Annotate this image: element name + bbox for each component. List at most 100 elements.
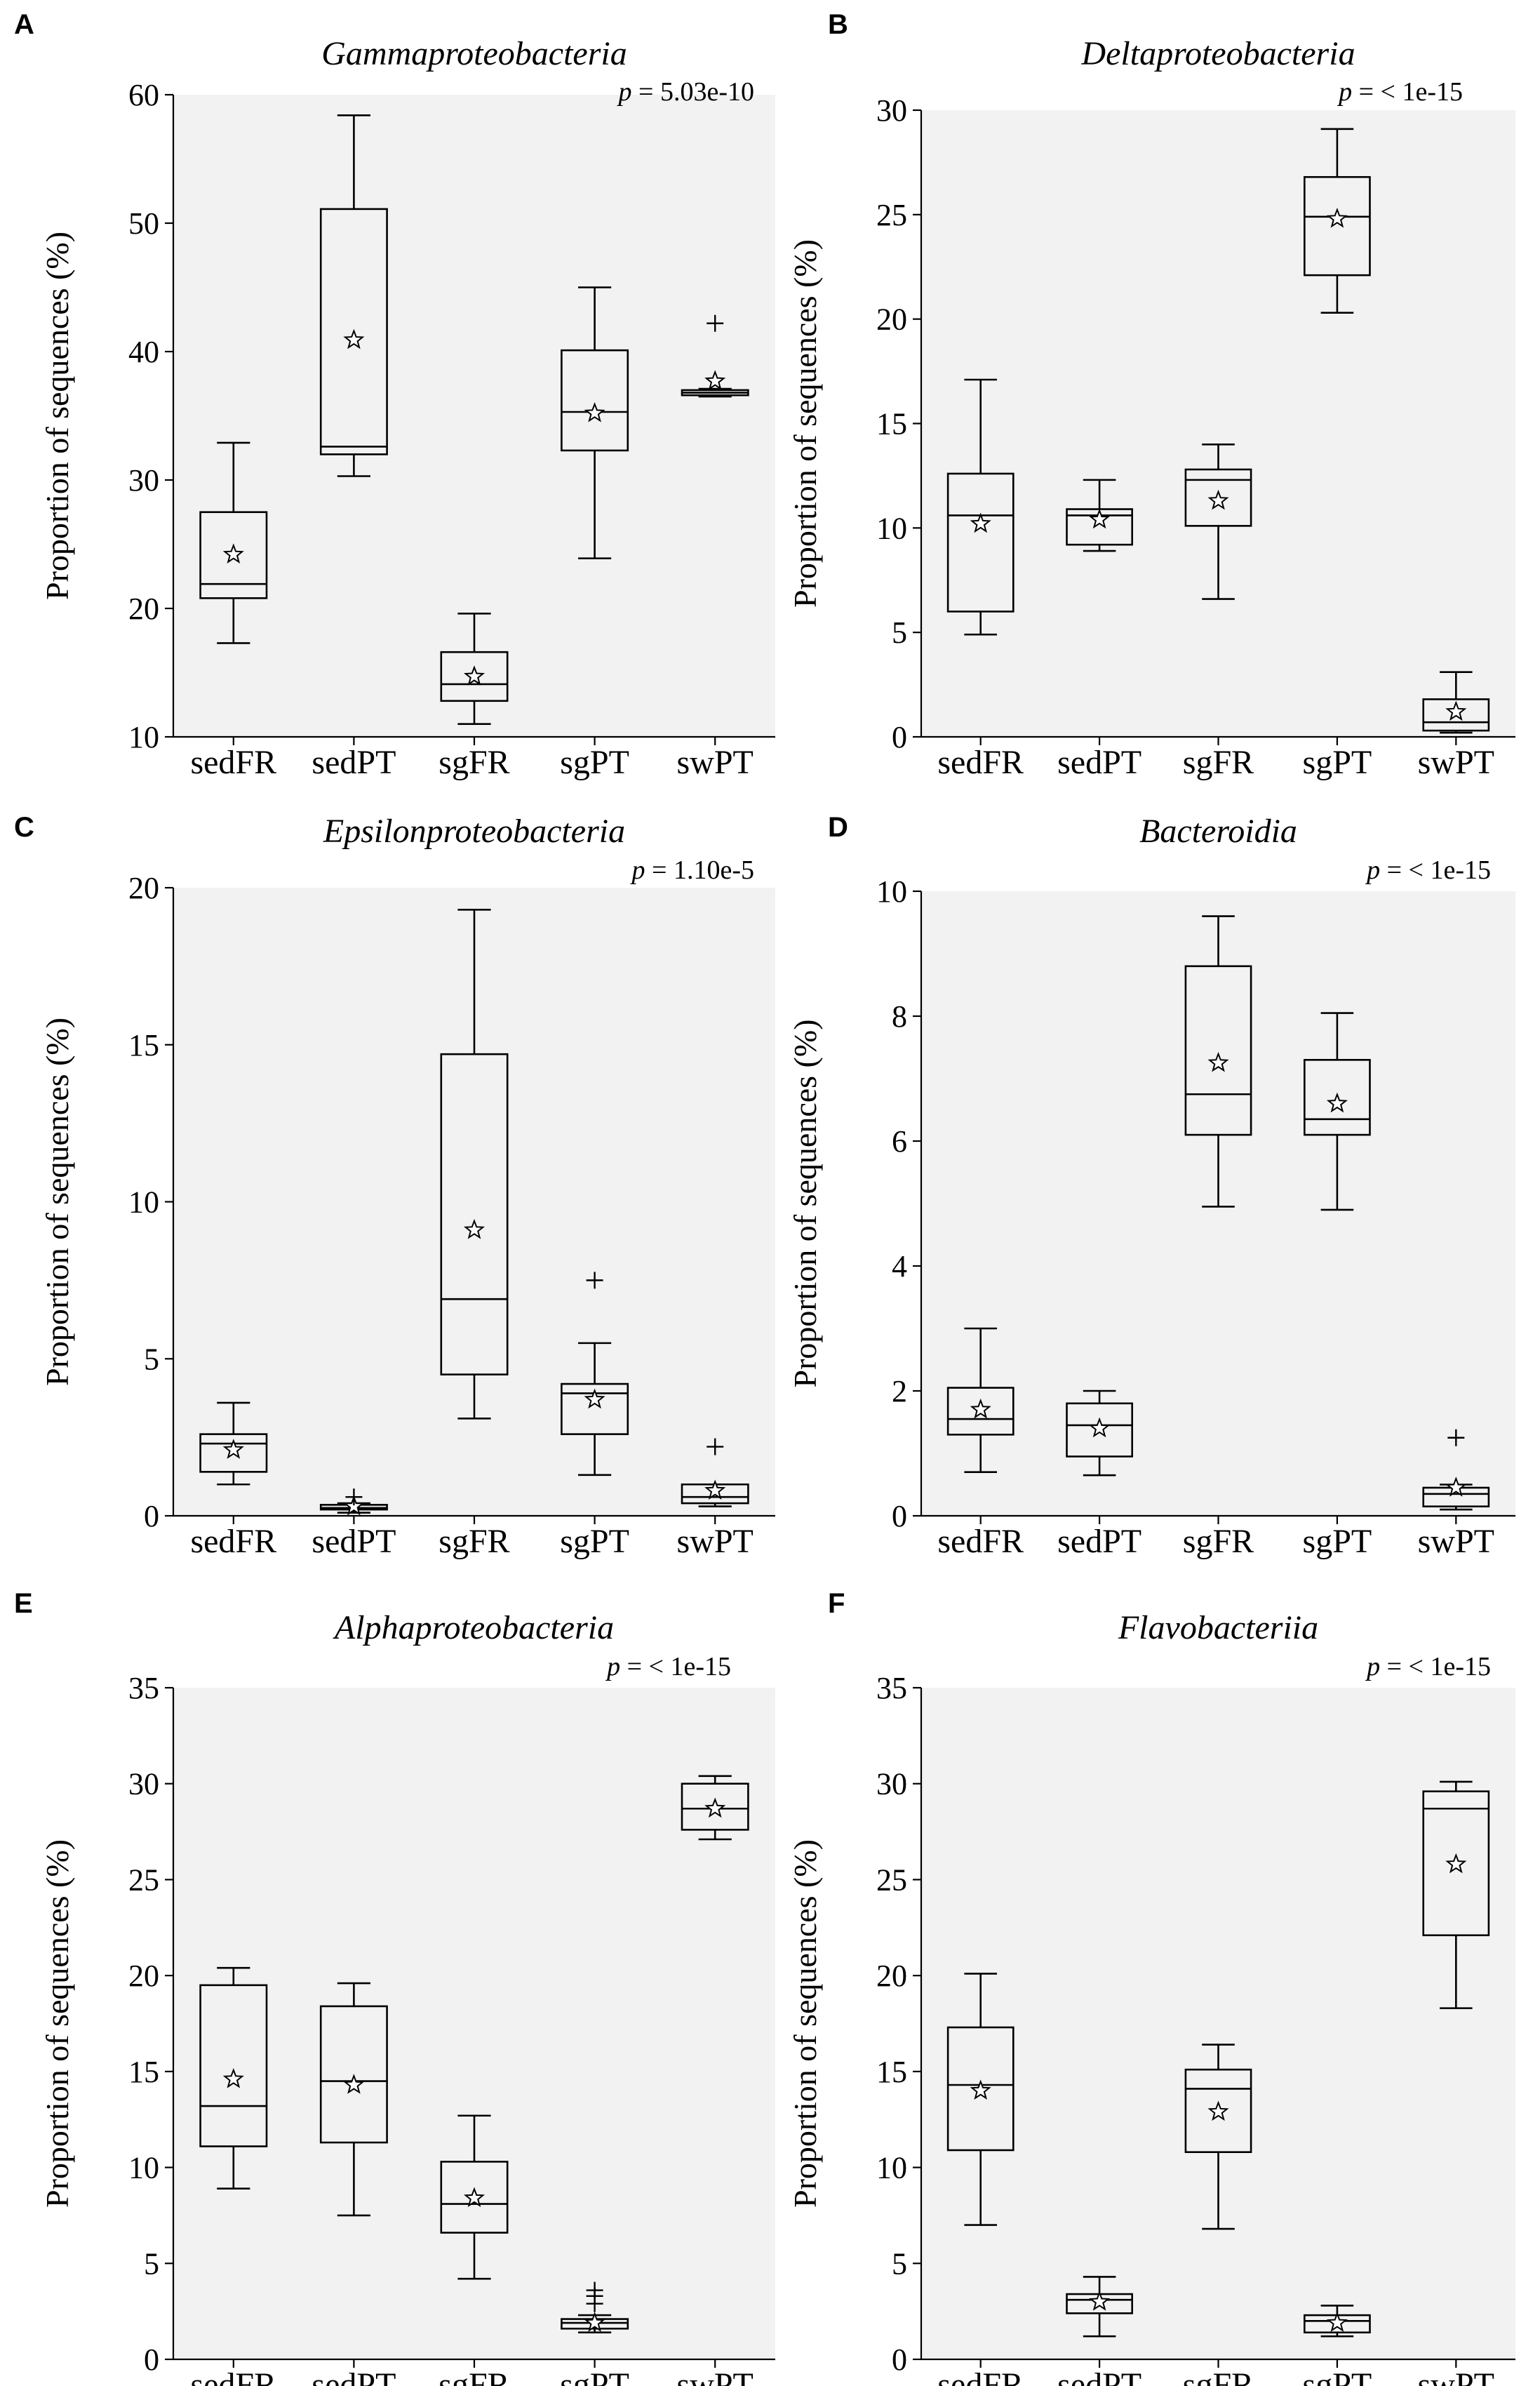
y-tick-label: 5 — [892, 2246, 907, 2281]
box-sgPT — [561, 286, 629, 559]
mean-marker — [343, 1495, 365, 1516]
y-tick-label: 10 — [128, 720, 159, 754]
box-iqr — [440, 1053, 509, 1375]
box-iqr — [561, 349, 629, 452]
x-tick-label: sgPT — [560, 2366, 629, 2386]
box-sgFR — [440, 909, 509, 1420]
box-sedPT — [319, 1488, 388, 1516]
chart-title: Deltaproteobacteria — [1080, 35, 1355, 72]
outlier-marker — [586, 1272, 603, 1289]
y-tick-label: 20 — [876, 302, 907, 337]
p-value-label: p = < 1e-15 — [1337, 77, 1463, 107]
y-tick-label: 0 — [144, 2342, 159, 2377]
plot-area — [921, 1688, 1515, 2359]
y-tick-label: 25 — [876, 198, 907, 232]
mean-marker — [584, 2312, 605, 2332]
panel-e: E Alphaproteobacteria p = < 1e-15 Proportio… — [14, 1588, 775, 2386]
mean-marker — [970, 1398, 991, 1419]
y-tick-label: 8 — [892, 999, 907, 1034]
box-sedPT — [1066, 479, 1133, 552]
x-tick-label: sedPT — [312, 744, 396, 781]
y-tick-label: 10 — [876, 874, 907, 909]
box-sedPT — [319, 114, 388, 477]
box-sgFR — [1184, 2044, 1252, 2230]
y-tick-label: 20 — [128, 871, 159, 905]
box-sedPT — [1066, 1389, 1133, 1477]
chart-title: Flavobacteriia — [1118, 1609, 1318, 1646]
x-tick-label: sgFR — [438, 1523, 509, 1560]
x-tick-label: swPT — [677, 744, 754, 781]
y-tick-label: 10 — [128, 1185, 159, 1220]
y-tick-label: 0 — [892, 720, 907, 754]
x-tick-label: sedFR — [190, 1523, 276, 1560]
y-tick-label: 20 — [128, 1959, 159, 1993]
box-sedFR — [199, 1966, 268, 2190]
mean-marker — [704, 1479, 726, 1500]
y-tick-label: 5 — [144, 2246, 159, 2281]
box-sedPT — [1066, 2276, 1133, 2338]
plot-area — [921, 110, 1515, 737]
box-swPT — [681, 314, 749, 398]
box-sedFR — [946, 1973, 1015, 2226]
box-iqr — [946, 1387, 1015, 1436]
box-sgFR — [440, 613, 509, 725]
panel-letter: E — [14, 1588, 33, 1619]
mean-marker — [222, 1439, 244, 1459]
mean-marker — [1207, 2100, 1229, 2121]
panel-f: F Flavobacteriia p = < 1e-15 Proportion of … — [787, 1588, 1515, 2386]
panel-letter: F — [828, 1588, 845, 1619]
y-tick-label: 30 — [876, 93, 907, 128]
p-value-label: p = < 1e-15 — [1365, 1652, 1491, 1681]
box-iqr — [199, 511, 268, 599]
x-tick-label: sedPT — [1057, 744, 1141, 781]
y-axis-label: Proportion of sequences (%) — [787, 1019, 823, 1387]
box-iqr — [440, 2161, 509, 2234]
mean-marker — [1089, 1417, 1111, 1438]
chart-title: Bacteroidia — [1139, 813, 1297, 850]
y-tick-label: 15 — [876, 2055, 907, 2089]
box-swPT — [1422, 1780, 1490, 2009]
box-iqr — [199, 1433, 268, 1473]
box-iqr — [1304, 1059, 1371, 1136]
box-sedFR — [946, 378, 1015, 636]
x-tick-label: sgPT — [1303, 1523, 1372, 1560]
y-tick-label: 4 — [892, 1249, 907, 1284]
panel-b: B Deltaproteobacteria p = < 1e-15 Proportio… — [787, 9, 1515, 781]
outlier-marker — [1447, 1429, 1465, 1446]
box-sgFR — [1184, 443, 1252, 600]
box-iqr — [1304, 175, 1371, 276]
outlier-marker — [345, 1488, 363, 1506]
y-tick-label: 2 — [892, 1374, 907, 1408]
y-tick-label: 0 — [144, 1499, 159, 1533]
box-iqr — [440, 651, 509, 702]
y-axis-label: Proportion of sequences (%) — [787, 1839, 823, 2208]
box-iqr — [946, 472, 1015, 613]
box-iqr — [946, 2026, 1015, 2152]
x-tick-label: swPT — [677, 1523, 754, 1560]
y-tick-label: 20 — [876, 1959, 907, 1993]
chart-title: Epsilonproteobacteria — [323, 813, 625, 850]
y-tick-label: 35 — [876, 1671, 907, 1705]
y-tick-label: 25 — [876, 1862, 907, 1897]
x-tick-label: sedFR — [190, 2366, 276, 2386]
box-iqr — [1422, 698, 1490, 732]
y-tick-label: 35 — [128, 1671, 159, 1705]
chart-title: Gammaproteobacteria — [321, 35, 627, 72]
y-tick-label: 30 — [128, 1767, 159, 1801]
box-sedFR — [946, 1327, 1015, 1473]
y-tick-label: 20 — [128, 592, 159, 626]
y-axis-label: Proportion of sequences (%) — [39, 1018, 75, 1386]
panel-letter: C — [14, 812, 34, 843]
panel-letter: B — [828, 9, 848, 40]
y-axis-label: Proportion of sequences (%) — [39, 1839, 75, 2208]
box-sgPT — [561, 1272, 629, 1477]
x-tick-label: swPT — [1418, 744, 1494, 781]
box-iqr — [561, 1382, 629, 1435]
y-tick-label: 10 — [876, 511, 907, 545]
box-sgPT — [561, 2281, 629, 2334]
mean-marker — [463, 2187, 486, 2208]
box-iqr — [319, 208, 388, 455]
box-iqr — [1184, 2068, 1252, 2153]
mean-marker — [222, 543, 244, 564]
box-iqr — [199, 1984, 268, 2147]
